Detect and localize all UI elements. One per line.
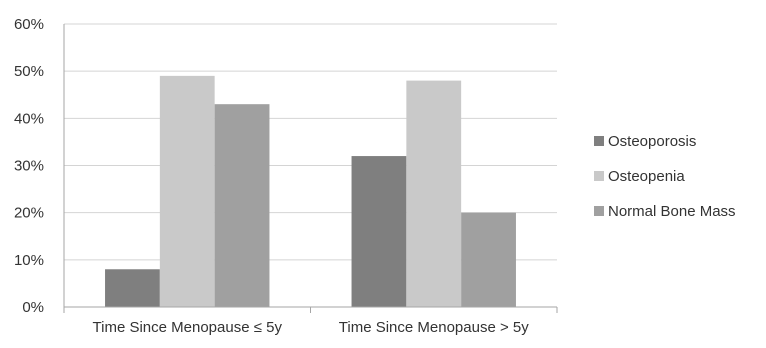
bar-normal-bone-mass-0: [214, 104, 270, 307]
legend-label: Osteoporosis: [608, 133, 696, 150]
bar-normal-bone-mass-1: [461, 212, 516, 307]
y-tick-label: 40%: [14, 110, 44, 127]
legend-swatch: [594, 206, 604, 216]
x-category-label: Time Since Menopause > 5y: [339, 319, 529, 336]
bar-osteoporosis-0: [105, 269, 160, 307]
bar-osteopenia-1: [406, 80, 462, 307]
x-category-label: Time Since Menopause ≤ 5y: [93, 319, 283, 336]
axes: [63, 24, 558, 313]
y-tick-label: 50%: [14, 63, 44, 80]
y-axis-ticks: 0% 10% 20% 30% 40% 50% 60%: [14, 16, 44, 316]
legend: Osteoporosis Osteopenia Normal Bone Mass: [594, 133, 736, 220]
legend-label: Osteopenia: [608, 168, 685, 185]
bar-osteopenia-0: [159, 75, 215, 307]
legend-swatch: [594, 171, 604, 181]
y-tick-label: 0%: [22, 299, 44, 316]
bar-osteoporosis-1: [351, 156, 407, 307]
y-tick-label: 10%: [14, 252, 44, 269]
y-tick-label: 60%: [14, 16, 44, 33]
bars: [105, 75, 516, 307]
legend-swatch: [594, 136, 604, 146]
y-tick-label: 30%: [14, 158, 44, 175]
y-tick-label: 20%: [14, 205, 44, 222]
legend-label: Normal Bone Mass: [608, 203, 736, 220]
x-axis-categories: Time Since Menopause ≤ 5y Time Since Meno…: [93, 319, 530, 336]
